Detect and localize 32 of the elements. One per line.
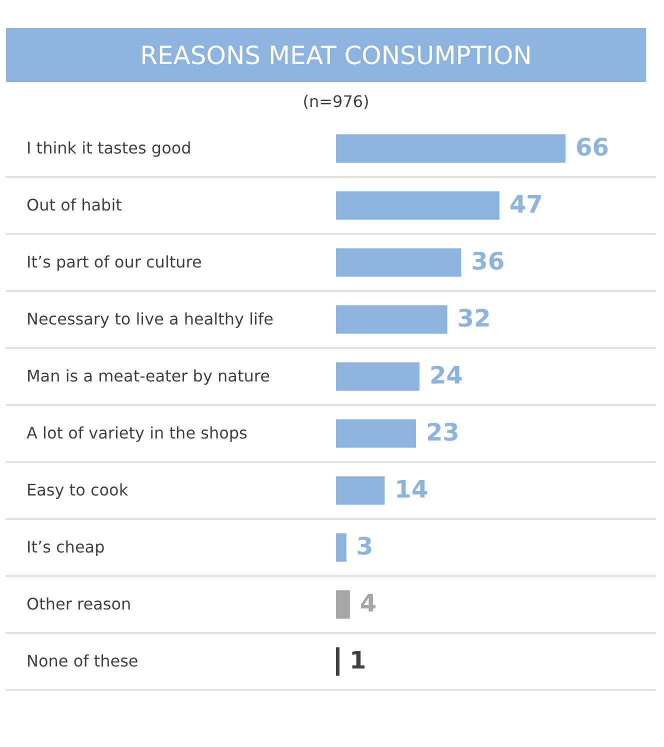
y-tick-label: Necessary to live a healthy life <box>26 310 274 328</box>
data-label: 24 <box>429 362 463 390</box>
data-label: 4 <box>360 590 377 618</box>
data-label: 1 <box>349 646 366 674</box>
bar <box>336 191 500 220</box>
y-tick-label: It’s cheap <box>26 538 105 556</box>
y-tick-label: Out of habit <box>26 196 122 214</box>
bar <box>336 647 340 676</box>
chart-subtitle: (n=976) <box>302 92 370 111</box>
data-label: 32 <box>457 304 491 332</box>
y-tick-label: None of these <box>26 652 138 670</box>
chart-title: REASONS MEAT CONSUMPTION <box>140 41 532 70</box>
y-tick-label: I think it tastes good <box>26 138 192 158</box>
y-tick-label: Man is a meat-eater by nature <box>26 366 270 386</box>
bar <box>336 248 462 277</box>
bar <box>336 533 346 562</box>
bar <box>336 476 385 505</box>
bar <box>336 419 416 448</box>
data-label: 47 <box>509 190 543 218</box>
bar <box>336 305 448 334</box>
data-label: 36 <box>471 248 505 276</box>
y-tick-label: A lot of variety in the shops <box>26 424 248 442</box>
data-label: 23 <box>426 418 460 446</box>
y-tick-label: It’s part of our culture <box>26 252 202 272</box>
y-tick-label: Other reason <box>26 594 132 614</box>
data-label: 3 <box>356 532 374 560</box>
data-label: 66 <box>576 134 609 162</box>
bar <box>336 590 350 619</box>
bar <box>336 134 566 163</box>
bar <box>336 362 420 391</box>
data-label: 14 <box>394 476 428 504</box>
y-tick-label: Easy to cook <box>26 480 129 500</box>
